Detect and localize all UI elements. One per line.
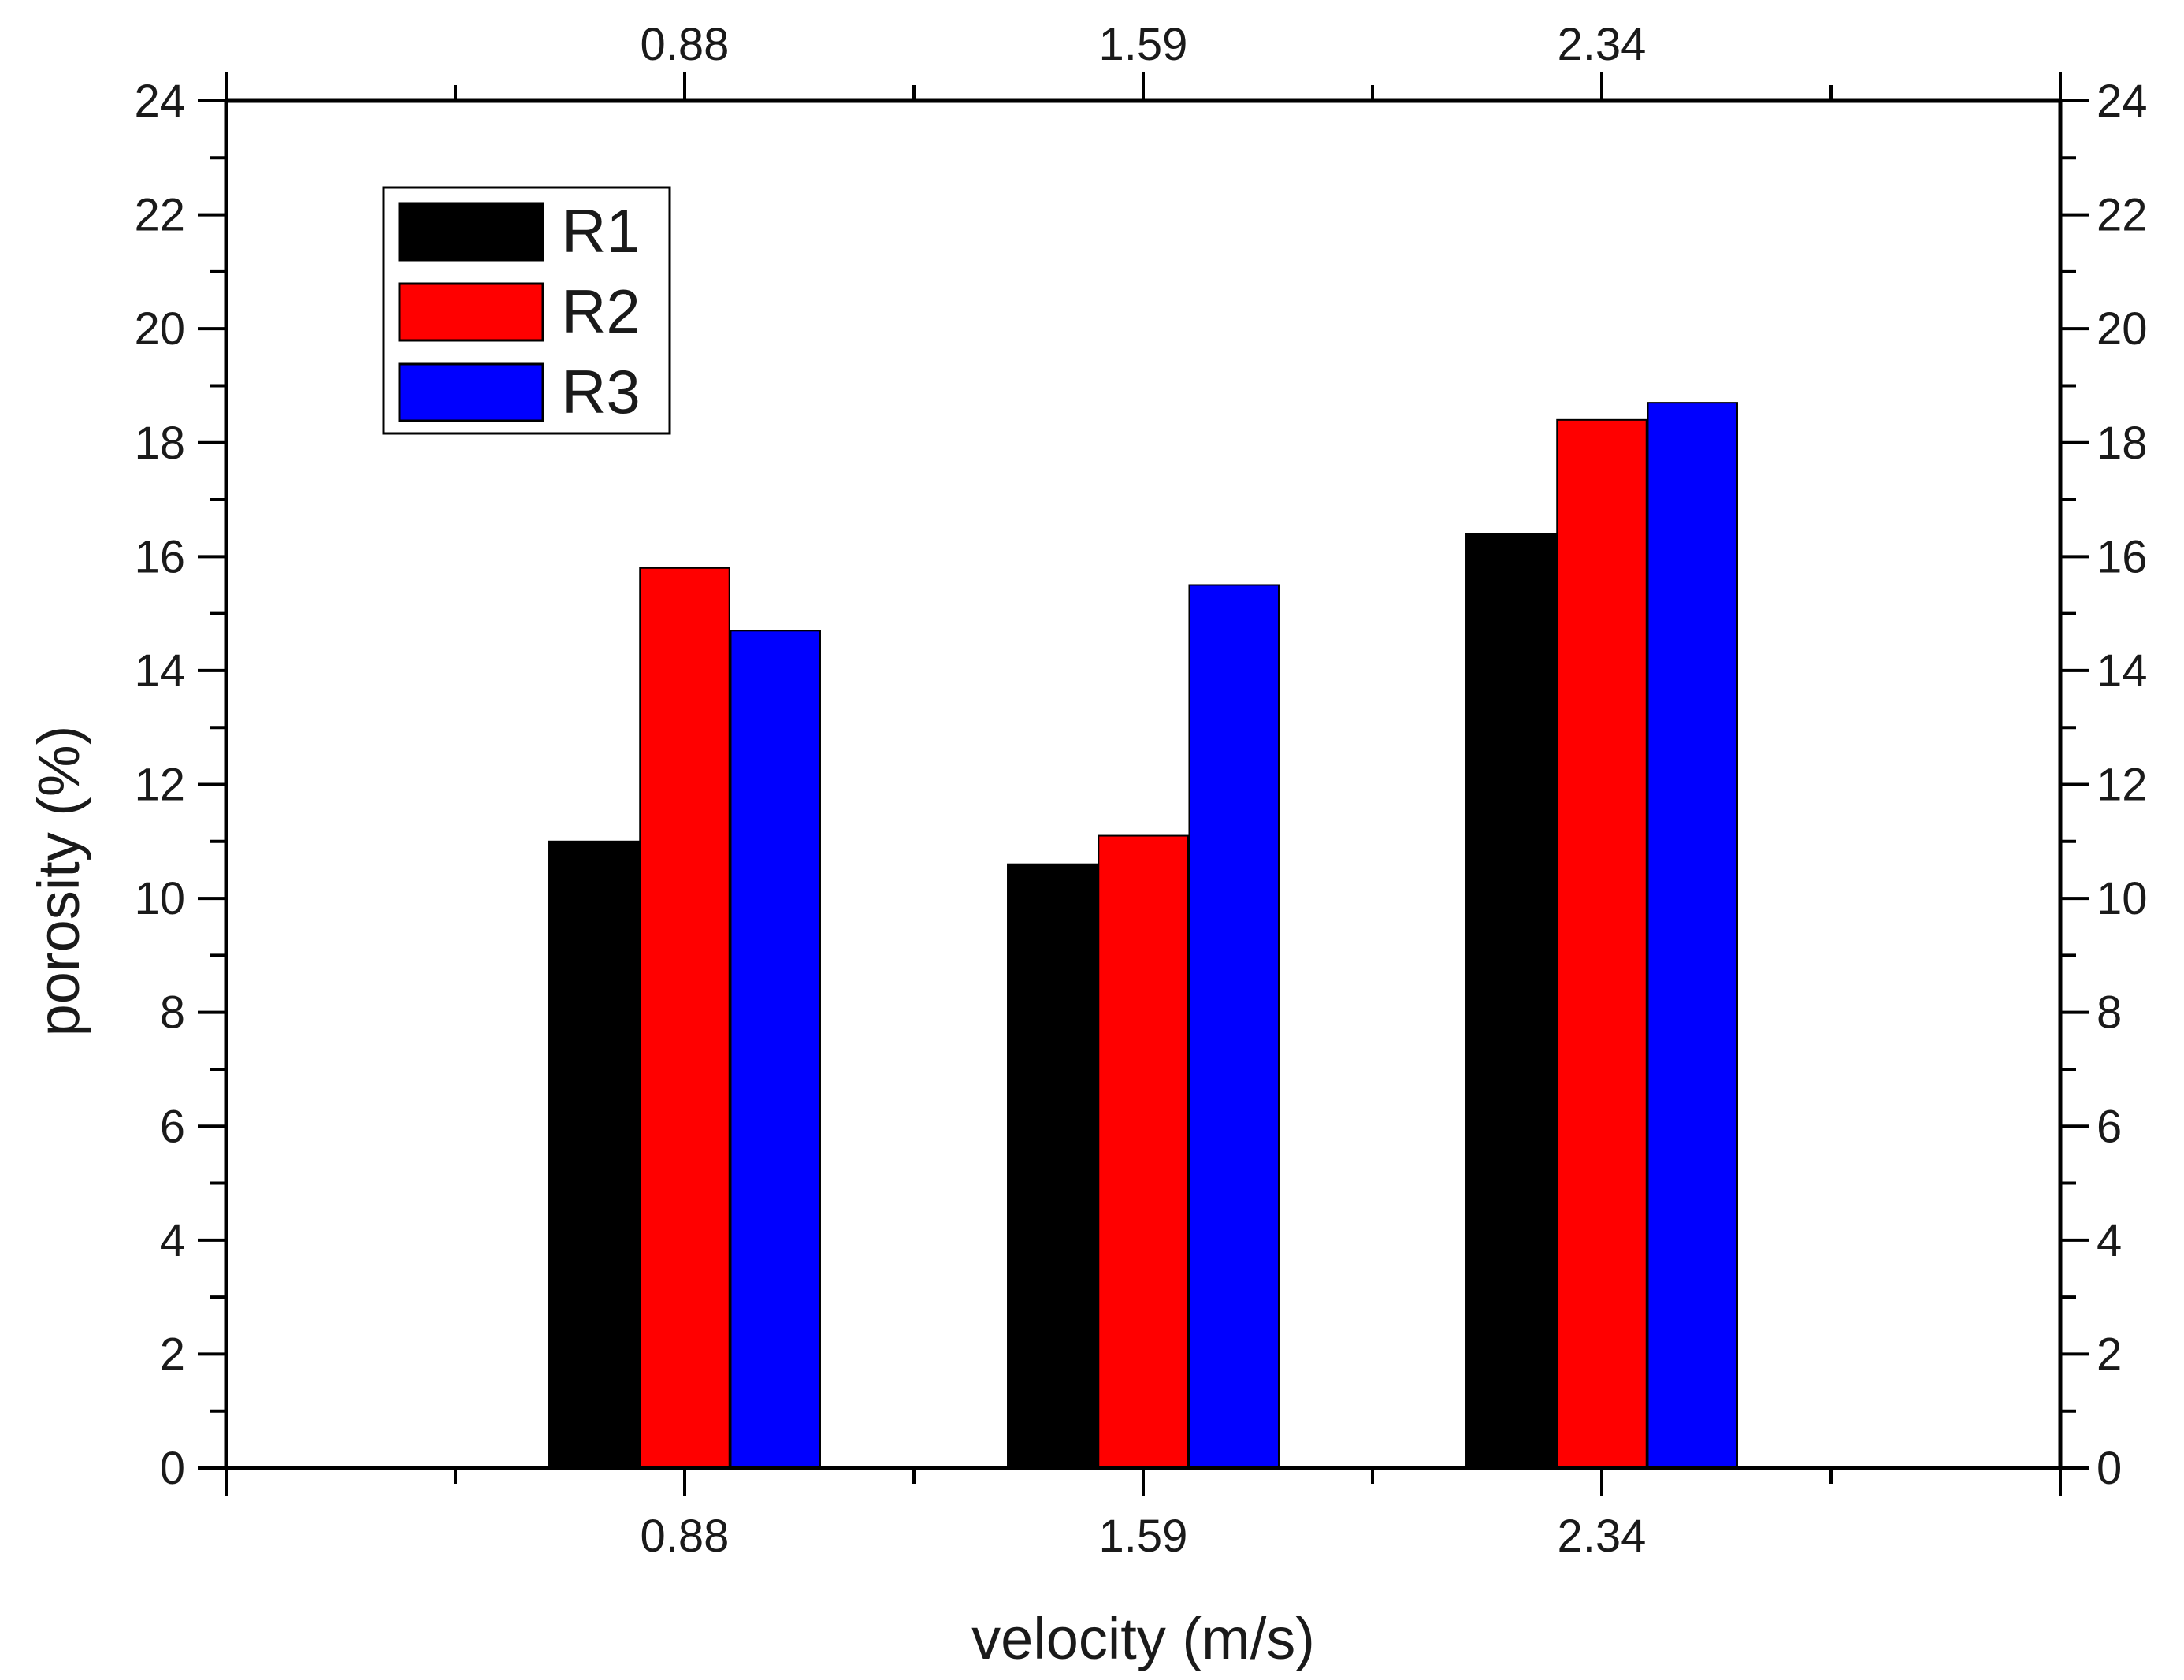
x-tick-label-bottom-2.34: 2.34 bbox=[1558, 1511, 1647, 1562]
y-axis-title: porosity (%) bbox=[26, 726, 91, 1037]
bars-group bbox=[548, 402, 1738, 1470]
y-tick-label-left: 16 bbox=[134, 531, 185, 582]
y-tick-label-left: 12 bbox=[134, 760, 185, 811]
y-tick-label-left: 10 bbox=[134, 873, 185, 924]
y-tick-label-right: 6 bbox=[2097, 1101, 2122, 1152]
legend-label-r3: R3 bbox=[562, 357, 641, 426]
y-tick-label-left: 18 bbox=[134, 418, 185, 469]
y-tick-label-right: 16 bbox=[2097, 531, 2148, 582]
y-tick-label-right: 12 bbox=[2097, 760, 2148, 811]
y-tick-label-left: 22 bbox=[134, 190, 185, 241]
x-tick-label-top-2.34: 2.34 bbox=[1558, 19, 1647, 70]
y-tick-label-left: 6 bbox=[160, 1101, 185, 1152]
y-tick-label-right: 18 bbox=[2097, 418, 2148, 469]
x-tick-label-top-1.59: 1.59 bbox=[1099, 19, 1188, 70]
y-tick-label-right: 10 bbox=[2097, 873, 2148, 924]
bar-r3-1.59 bbox=[1188, 584, 1280, 1470]
bar-r1-1.59 bbox=[1007, 863, 1098, 1470]
y-tick-label-left: 24 bbox=[134, 76, 185, 127]
y-tick-label-right: 22 bbox=[2097, 190, 2148, 241]
y-tick-label-left: 8 bbox=[160, 987, 185, 1039]
legend-label-r2: R2 bbox=[562, 277, 641, 346]
x-axis-title: velocity (m/s) bbox=[971, 1606, 1315, 1671]
x-tick-label-bottom-0.88: 0.88 bbox=[641, 1511, 730, 1562]
ticks-group bbox=[198, 72, 2089, 1496]
bar-r3-0.88 bbox=[730, 630, 821, 1469]
y-tick-label-left: 0 bbox=[160, 1443, 185, 1494]
bar-r2-2.34 bbox=[1556, 418, 1647, 1469]
legend-swatch-r3 bbox=[398, 362, 544, 422]
y-tick-label-right: 20 bbox=[2097, 303, 2148, 355]
y-tick-label-left: 4 bbox=[160, 1215, 185, 1266]
legend-swatch-r1 bbox=[398, 202, 544, 262]
y-tick-label-left: 14 bbox=[134, 645, 185, 697]
bar-r1-2.34 bbox=[1465, 533, 1557, 1470]
y-tick-label-right: 8 bbox=[2097, 987, 2122, 1039]
bar-r1-0.88 bbox=[548, 840, 640, 1469]
bar-r2-0.88 bbox=[639, 567, 730, 1470]
y-tick-label-right: 14 bbox=[2097, 645, 2148, 697]
y-tick-label-left: 2 bbox=[160, 1329, 185, 1380]
y-tick-label-right: 4 bbox=[2097, 1215, 2122, 1266]
y-tick-label-left: 20 bbox=[134, 303, 185, 355]
legend: R1 R2 R3 bbox=[382, 186, 671, 435]
x-tick-label-top-0.88: 0.88 bbox=[641, 19, 730, 70]
x-tick-label-bottom-1.59: 1.59 bbox=[1099, 1511, 1188, 1562]
y-tick-label-right: 0 bbox=[2097, 1443, 2122, 1494]
y-tick-label-right: 24 bbox=[2097, 76, 2148, 127]
legend-label-r1: R1 bbox=[562, 196, 641, 266]
bar-r2-1.59 bbox=[1098, 834, 1189, 1469]
legend-swatch-r2 bbox=[398, 282, 544, 342]
bar-r3-2.34 bbox=[1647, 402, 1738, 1469]
y-tick-label-right: 2 bbox=[2097, 1329, 2122, 1380]
